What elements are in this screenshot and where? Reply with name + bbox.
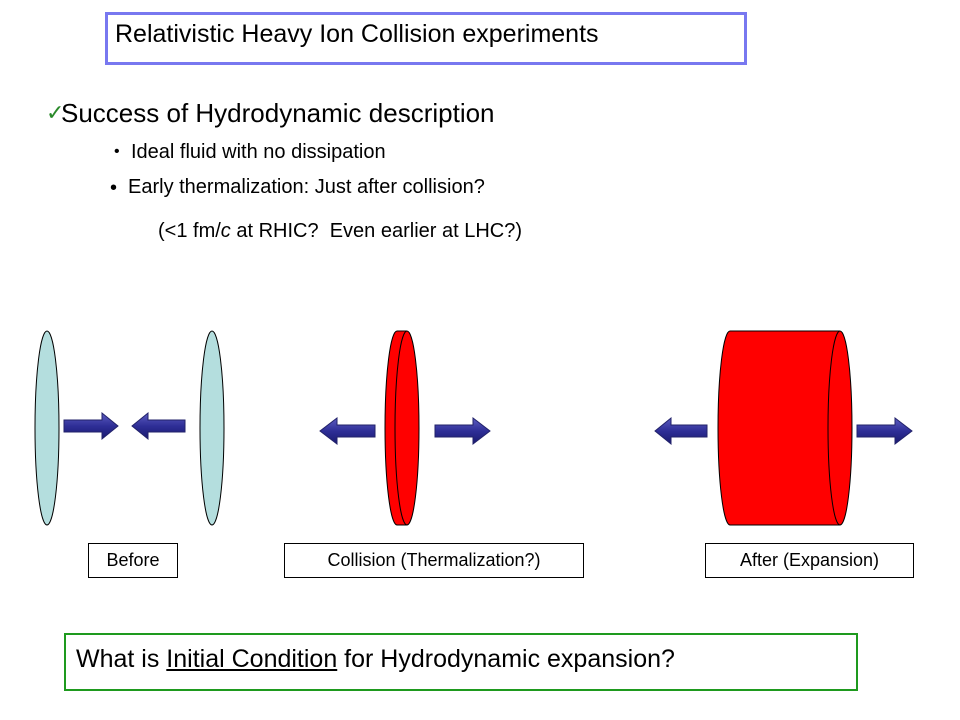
nucleus [827, 330, 853, 526]
bullet-dot: • [114, 143, 120, 160]
question-text: for Hydrodynamic expansion? [337, 645, 675, 673]
bullet-dot: • [110, 177, 118, 199]
title-box [105, 12, 747, 65]
nucleus [34, 330, 60, 526]
question-text: What is [76, 645, 167, 673]
arrow-left [654, 416, 708, 446]
question: What is Initial Condition for Hydrodynam… [76, 645, 675, 674]
arrow-right [63, 411, 119, 441]
cylinder-body [730, 331, 840, 525]
note-text: (<1 fm/ [158, 220, 221, 242]
title: Relativistic Heavy Ion Collision experim… [115, 20, 599, 48]
stage-label: After (Expansion) [705, 543, 914, 578]
bullet: Ideal fluid with no dissipation [131, 141, 386, 163]
bullet: Early thermalization: Just after collisi… [128, 176, 485, 198]
heading: Success of Hydrodynamic description [61, 98, 495, 128]
note-text: at RHIC? Even earlier at LHC?) [230, 220, 523, 242]
note: (<1 fm/c at RHIC? Even earlier at LHC?) [158, 220, 522, 243]
stage-label: Collision (Thermalization?) [284, 543, 584, 578]
note-italic: c [220, 220, 231, 242]
arrow-left [319, 416, 376, 446]
nucleus [199, 330, 225, 526]
arrow-left [131, 411, 186, 441]
arrow-right [856, 416, 913, 446]
stage-label: Before [88, 543, 178, 578]
arrow-right [434, 416, 491, 446]
question-box [64, 633, 858, 691]
nucleus [394, 330, 420, 526]
checkmark: ✓ [46, 100, 65, 125]
question-underlined: Initial Condition [166, 645, 338, 673]
